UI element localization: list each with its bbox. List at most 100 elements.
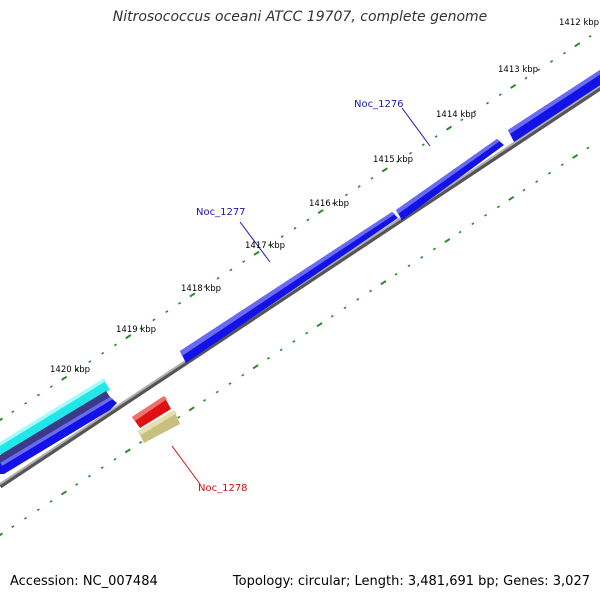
inner-tick	[87, 474, 91, 478]
outer-tick	[408, 151, 413, 155]
outer-tick	[357, 185, 361, 188]
outer-tick	[203, 285, 207, 288]
inner-tick	[11, 525, 15, 528]
genome-summary-text: Topology: circular; Length: 3,481,691 bp…	[232, 574, 590, 589]
gene-leader-lines	[171, 107, 431, 485]
outer-tick	[0, 417, 4, 422]
outer-tick	[510, 83, 517, 89]
inner-tick	[215, 390, 219, 394]
inner-tick	[241, 373, 245, 377]
inner-tick	[188, 406, 195, 412]
gene-red[interactable]	[132, 396, 171, 428]
gene-label-noc-1278: Noc_1278	[198, 483, 248, 494]
outer-tick	[445, 125, 453, 131]
inner-tick	[49, 499, 53, 503]
inner-tick	[547, 171, 552, 175]
gene-label-noc-1276: Noc_1276	[354, 99, 404, 110]
gene-labels: Noc_1276 Noc_1277 Noc_1278	[196, 99, 404, 494]
genome-backbone	[0, 84, 600, 489]
inner-tick	[369, 289, 373, 293]
outer-tick	[61, 375, 68, 381]
scale-label-1418: 1418 kbp	[181, 284, 221, 294]
gene-noc-1275[interactable]	[508, 70, 600, 142]
inner-tick	[380, 280, 387, 286]
inner-tick	[316, 322, 323, 328]
outer-tick	[396, 160, 400, 163]
scale-label-1414: 1414 kbp	[436, 110, 476, 120]
outer-tick	[88, 360, 92, 363]
outer-tick	[485, 101, 490, 105]
inner-tick	[508, 195, 515, 201]
forward-genes	[0, 70, 600, 474]
accession-text: Accession: NC_007484	[10, 574, 158, 589]
inner-tick	[279, 348, 283, 352]
gene-noc-1278[interactable]	[138, 410, 180, 443]
outer-tick	[344, 193, 348, 197]
outer-tick	[178, 301, 182, 305]
outer-tick	[306, 218, 310, 222]
inner-tick	[100, 466, 104, 470]
inner-tick	[36, 508, 40, 512]
outer-tick	[370, 176, 374, 180]
outer-tick	[49, 385, 53, 389]
inner-tick	[75, 483, 79, 486]
map-title: Nitrosococcus oceani ATCC 19707, complet…	[112, 9, 488, 25]
inner-tick	[228, 382, 232, 385]
inner-tick	[113, 457, 117, 461]
scale-label-1413: 1413 kbp	[498, 65, 538, 75]
inner-tick	[458, 230, 462, 234]
inner-tick-ring	[0, 146, 590, 537]
outer-tick	[75, 368, 79, 372]
outer-tick	[537, 68, 541, 72]
inner-tick	[420, 256, 424, 259]
gene-left-cyan[interactable]	[0, 378, 110, 454]
gene-noc-1277[interactable]	[180, 212, 398, 363]
outer-tick	[524, 76, 528, 80]
inner-tick	[202, 399, 207, 402]
inner-tick	[356, 298, 360, 301]
inner-tick	[560, 163, 564, 167]
gene-left-forward[interactable]	[0, 397, 117, 474]
outer-tick	[280, 235, 284, 238]
inner-tick	[139, 441, 143, 444]
inner-tick	[432, 247, 437, 251]
inner-tick	[484, 213, 488, 217]
scale-label-1416: 1416 kbp	[309, 199, 349, 209]
inner-tick	[444, 238, 451, 244]
outer-tick	[460, 118, 464, 122]
gene-noc-1276[interactable]	[396, 139, 504, 220]
inner-tick	[292, 340, 296, 343]
scale-label-1412: 1412 kbp	[559, 18, 599, 28]
outer-tick	[434, 135, 438, 138]
outer-tick	[473, 110, 477, 113]
inner-tick	[522, 188, 526, 192]
outer-tick	[125, 334, 132, 340]
outer-tick	[101, 351, 105, 355]
outer-tick	[574, 42, 581, 48]
outer-tick	[152, 318, 156, 322]
inner-tick	[496, 205, 500, 209]
scale-label-1417: 1417 kbp	[245, 241, 285, 251]
inner-tick	[407, 264, 411, 268]
outer-tick	[498, 93, 502, 97]
inner-tick	[535, 180, 539, 184]
scale-label-1419: 1419 kbp	[116, 325, 156, 335]
outer-tick	[216, 276, 220, 280]
gene-label-noc-1277: Noc_1277	[196, 207, 246, 218]
outer-tick	[293, 226, 297, 230]
outer-tick	[24, 401, 28, 405]
outer-tick	[562, 51, 566, 55]
gene-left-dark[interactable]	[0, 391, 110, 463]
outer-tick	[36, 393, 41, 397]
outer-tick	[165, 310, 169, 313]
outer-tick	[381, 167, 388, 173]
inner-tick	[177, 415, 181, 419]
scale-labels: 1412 kbp 1413 kbp 1414 kbp 1415 kbp 1416…	[50, 18, 599, 375]
outer-tick	[139, 326, 143, 330]
inner-tick	[330, 314, 334, 318]
inner-tick	[60, 490, 67, 496]
inner-tick	[471, 222, 475, 226]
inner-tick	[343, 306, 347, 310]
outer-tick-ring	[0, 35, 592, 422]
